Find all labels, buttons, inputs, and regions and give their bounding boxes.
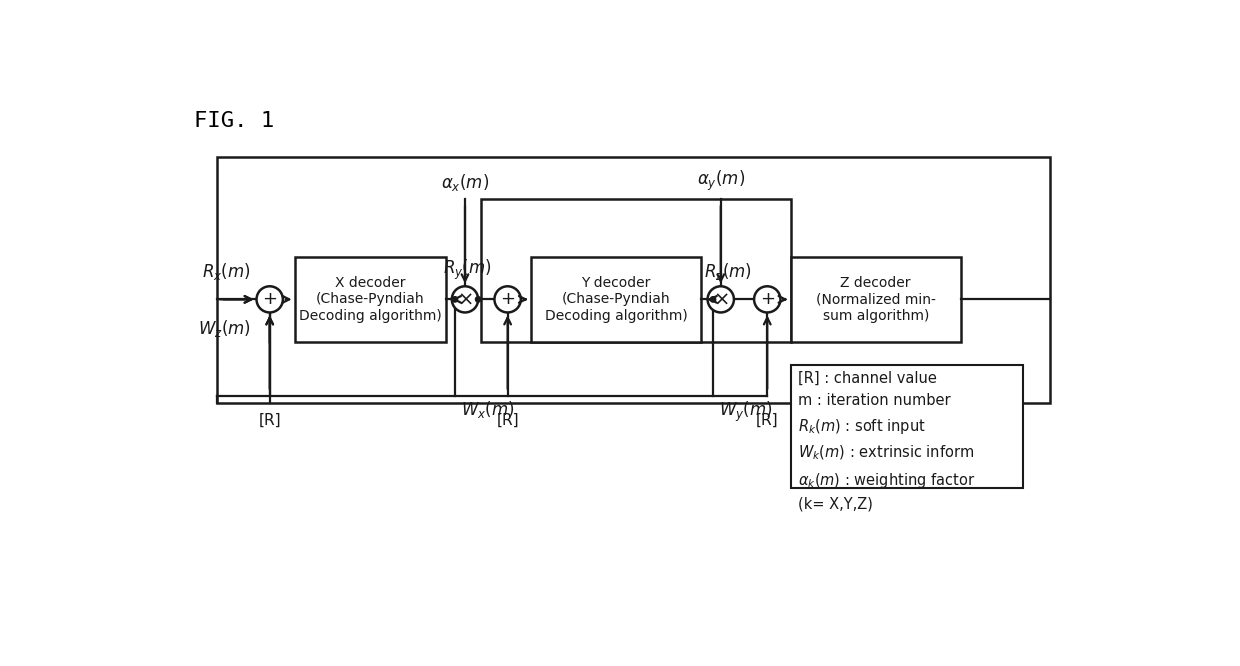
Text: $R_z(m)$: $R_z(m)$ <box>704 262 751 282</box>
Bar <box>481 199 791 342</box>
Bar <box>531 257 702 342</box>
Text: $W_x(m)$: $W_x(m)$ <box>461 400 515 420</box>
Text: $\alpha_y(m)$: $\alpha_y(m)$ <box>697 169 745 193</box>
Text: Y decoder
(Chase-Pyndiah
Decoding algorithm): Y decoder (Chase-Pyndiah Decoding algori… <box>544 276 687 322</box>
Bar <box>791 257 961 342</box>
Text: [R] : channel value
m : iteration number
$R_k(m)$ : soft input
$W_k(m)$ : extrin: [R] : channel value m : iteration number… <box>799 371 976 511</box>
Text: FIG. 1: FIG. 1 <box>193 111 274 131</box>
Bar <box>217 157 1050 404</box>
Text: $+$: $+$ <box>760 290 775 308</box>
Text: $+$: $+$ <box>262 290 278 308</box>
Text: [R]: [R] <box>258 412 281 428</box>
Text: $\alpha_x(m)$: $\alpha_x(m)$ <box>441 172 489 193</box>
Circle shape <box>711 296 715 302</box>
Text: $R_x(m)$: $R_x(m)$ <box>202 262 250 282</box>
Circle shape <box>257 286 283 312</box>
Text: X decoder
(Chase-Pyndiah
Decoding algorithm): X decoder (Chase-Pyndiah Decoding algori… <box>299 276 441 322</box>
Text: $W_y(m)$: $W_y(m)$ <box>719 400 773 424</box>
Text: $W_z(m)$: $W_z(m)$ <box>198 318 250 339</box>
Text: $R_y(m)$: $R_y(m)$ <box>444 258 492 282</box>
Text: $+$: $+$ <box>500 290 515 308</box>
Text: [R]: [R] <box>496 412 518 428</box>
Circle shape <box>495 286 521 312</box>
Bar <box>791 365 1023 488</box>
Text: [R]: [R] <box>756 412 779 428</box>
Text: Z decoder
(Normalized min-
sum algorithm): Z decoder (Normalized min- sum algorithm… <box>816 276 936 322</box>
Text: $\times$: $\times$ <box>713 290 729 309</box>
Circle shape <box>754 286 780 312</box>
Text: $\times$: $\times$ <box>458 290 472 309</box>
Bar <box>295 257 445 342</box>
Circle shape <box>453 296 458 302</box>
Circle shape <box>708 286 734 312</box>
Circle shape <box>451 286 479 312</box>
Circle shape <box>475 296 481 302</box>
